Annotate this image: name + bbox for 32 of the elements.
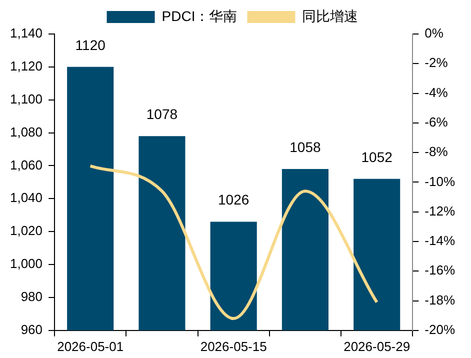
legend-label: PDCI：华南 bbox=[162, 8, 238, 24]
x-tick-label: 2026-05-01 bbox=[57, 338, 124, 354]
y2-tick-label: -18% bbox=[424, 292, 456, 308]
y-tick-label: 1,080 bbox=[10, 124, 43, 140]
y-tick-label: 980 bbox=[20, 289, 43, 304]
y-tick-label: 1,100 bbox=[10, 91, 43, 106]
line-series bbox=[88, 164, 378, 320]
x-tick-label: 2026-05-29 bbox=[344, 338, 410, 354]
y2-tick-label: -16% bbox=[424, 262, 456, 278]
y-tick-label: 1,120 bbox=[10, 58, 43, 74]
y-tick-label: 960 bbox=[20, 322, 43, 337]
y2-tick-label: -10% bbox=[424, 174, 456, 189]
y-tick-label: 1,020 bbox=[10, 223, 43, 238]
y-tick-label: 1,060 bbox=[10, 157, 43, 172]
y-tick-label: 1,000 bbox=[10, 256, 43, 272]
y2-tick-label: -12% bbox=[424, 203, 456, 218]
y2-tick-label: -4% bbox=[424, 84, 448, 100]
y2-tick-label: -14% bbox=[424, 233, 456, 248]
y2-tick-label: -8% bbox=[424, 144, 448, 160]
y-tick-label: 1,140 bbox=[10, 26, 43, 41]
y2-tick-label: -2% bbox=[424, 55, 448, 70]
y2-tick-label: 0% bbox=[424, 26, 444, 41]
y-tick-label: 1,040 bbox=[10, 190, 43, 206]
data-label: 1078 bbox=[146, 106, 178, 122]
y2-tick-label: -20% bbox=[424, 322, 456, 337]
data-label: 1120 bbox=[75, 36, 106, 53]
data-label: 1058 bbox=[290, 138, 321, 155]
x-tick-label: 2026-05-15 bbox=[200, 338, 267, 354]
data-label: 1026 bbox=[218, 192, 250, 208]
y2-tick-label: -6% bbox=[424, 114, 448, 130]
data-label: 1052 bbox=[361, 148, 393, 165]
legend-label: 同比增速 bbox=[302, 8, 358, 24]
